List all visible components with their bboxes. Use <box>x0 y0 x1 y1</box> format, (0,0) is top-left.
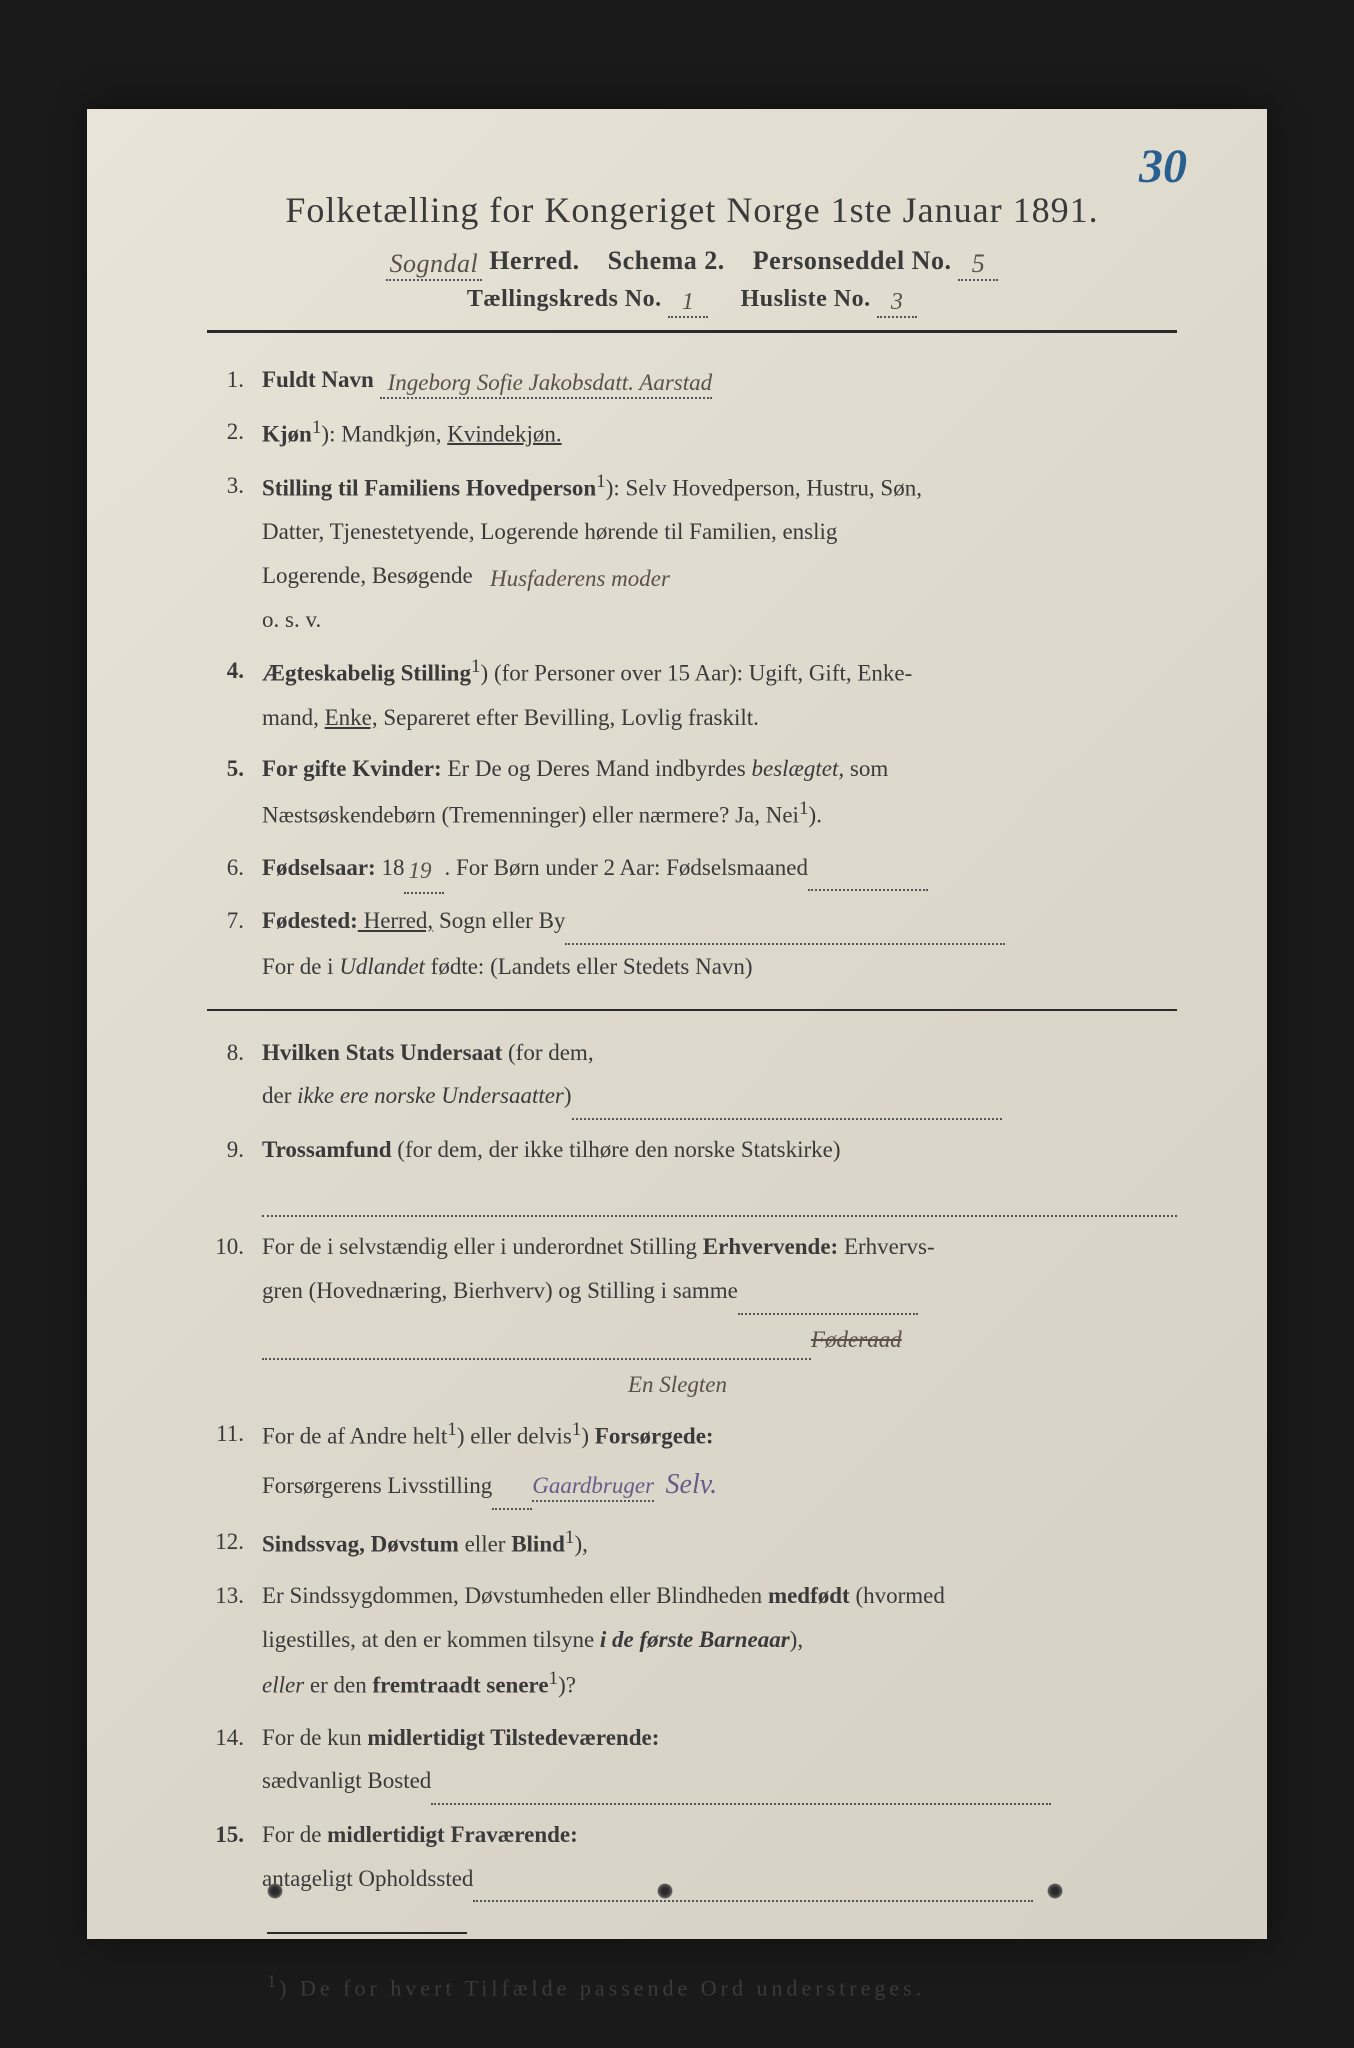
item-4-label: Ægteskabelig Stilling <box>262 661 471 686</box>
form-header: Folketælling for Kongeriget Norge 1ste J… <box>207 189 1177 315</box>
subheader-line2: Tællingskreds No. 1 Husliste No. 3 <box>207 286 1177 315</box>
subheader-line1: Sogndal Herred. Schema 2. Personseddel N… <box>207 246 1177 278</box>
item-7-label: Fødested: <box>262 908 358 933</box>
punch-hole-center <box>657 1883 673 1899</box>
item-6-year: 19 <box>404 849 444 895</box>
form-title: Folketælling for Kongeriget Norge 1ste J… <box>207 189 1177 231</box>
item-11-hw2: Selv. <box>666 1469 718 1500</box>
personseddel-value: 5 <box>958 249 998 281</box>
census-form-page: 30 Folketælling for Kongeriget Norge 1st… <box>87 109 1267 1939</box>
item-14: 14. For de kun midlertidigt Tilstedevære… <box>207 1716 1177 1805</box>
taellingskreds-value: 1 <box>668 289 708 318</box>
item-5-label: For gifte Kvinder: <box>262 756 442 781</box>
item-3: 3. Stilling til Familiens Hovedperson1):… <box>207 464 1177 641</box>
page-number: 30 <box>1139 139 1187 194</box>
husliste-label: Husliste No. <box>741 286 871 312</box>
item-9-label: Trossamfund <box>262 1137 392 1162</box>
item-4: 4. Ægteskabelig Stilling1) (for Personer… <box>207 649 1177 739</box>
item-10: 10. For de i selvstændig eller i underor… <box>207 1225 1177 1404</box>
divider-mid1 <box>207 1009 1177 1011</box>
punch-hole-right <box>1047 1883 1063 1899</box>
taellingskreds-label: Tællingskreds No. <box>467 286 662 312</box>
item-2-underlined: Kvindekjøn. <box>447 421 561 446</box>
footnote: 1) De for hvert Tilfælde passende Ord un… <box>207 1964 1177 2009</box>
item-8: 8. Hvilken Stats Undersaat (for dem, der… <box>207 1031 1177 1120</box>
item-6-label: Fødselsaar: <box>262 855 376 880</box>
item-12-label: Sindssvag, Døvstum <box>262 1531 459 1556</box>
item-1: 1. Fuldt Navn Ingeborg Sofie Jakobsdatt.… <box>207 358 1177 402</box>
herred-value: Sogndal <box>386 249 483 281</box>
item-3-handwritten: Husfaderens moder <box>490 566 670 591</box>
item-2: 2. Kjøn1): Mandkjøn, Kvindekjøn. <box>207 410 1177 456</box>
item-15: 15. For de midlertidigt Fraværende: anta… <box>207 1813 1177 1902</box>
item-10-hw2: En Slegten <box>628 1372 727 1397</box>
item-12: 12. Sindssvag, Døvstum eller Blind1), <box>207 1520 1177 1566</box>
item-8-label: Hvilken Stats Undersaat <box>262 1040 502 1065</box>
item-5: 5. For gifte Kvinder: Er De og Deres Man… <box>207 747 1177 837</box>
punch-hole-left <box>267 1883 283 1899</box>
item-6: 6. Fødselsaar: 1819. For Børn under 2 Aa… <box>207 846 1177 892</box>
item-2-label: Kjøn <box>262 421 312 446</box>
item-11: 11. For de af Andre helt1) eller delvis1… <box>207 1412 1177 1512</box>
herred-label: Herred. <box>489 246 579 275</box>
divider-footnote <box>267 1932 467 1934</box>
item-1-label: Fuldt Navn <box>262 367 374 392</box>
divider-top <box>207 330 1177 333</box>
item-10-hw1: Føderaad <box>811 1327 902 1352</box>
personseddel-label: Personseddel No. <box>753 246 952 275</box>
husliste-value: 3 <box>877 289 917 318</box>
item-13: 13. Er Sindssygdommen, Døvstumheden elle… <box>207 1574 1177 1708</box>
item-1-value: Ingeborg Sofie Jakobsdatt. Aarstad <box>380 370 713 399</box>
item-9: 9. Trossamfund (for dem, der ikke tilhør… <box>207 1128 1177 1217</box>
item-7: 7. Fødested: Herred, Sogn eller By For d… <box>207 899 1177 988</box>
item-11-hw1: Gaardbruger <box>532 1473 654 1502</box>
form-content: 1. Fuldt Navn Ingeborg Sofie Jakobsdatt.… <box>207 358 1177 2010</box>
item-3-label: Stilling til Familiens Hovedperson <box>262 476 596 501</box>
schema-label: Schema 2. <box>608 246 725 275</box>
